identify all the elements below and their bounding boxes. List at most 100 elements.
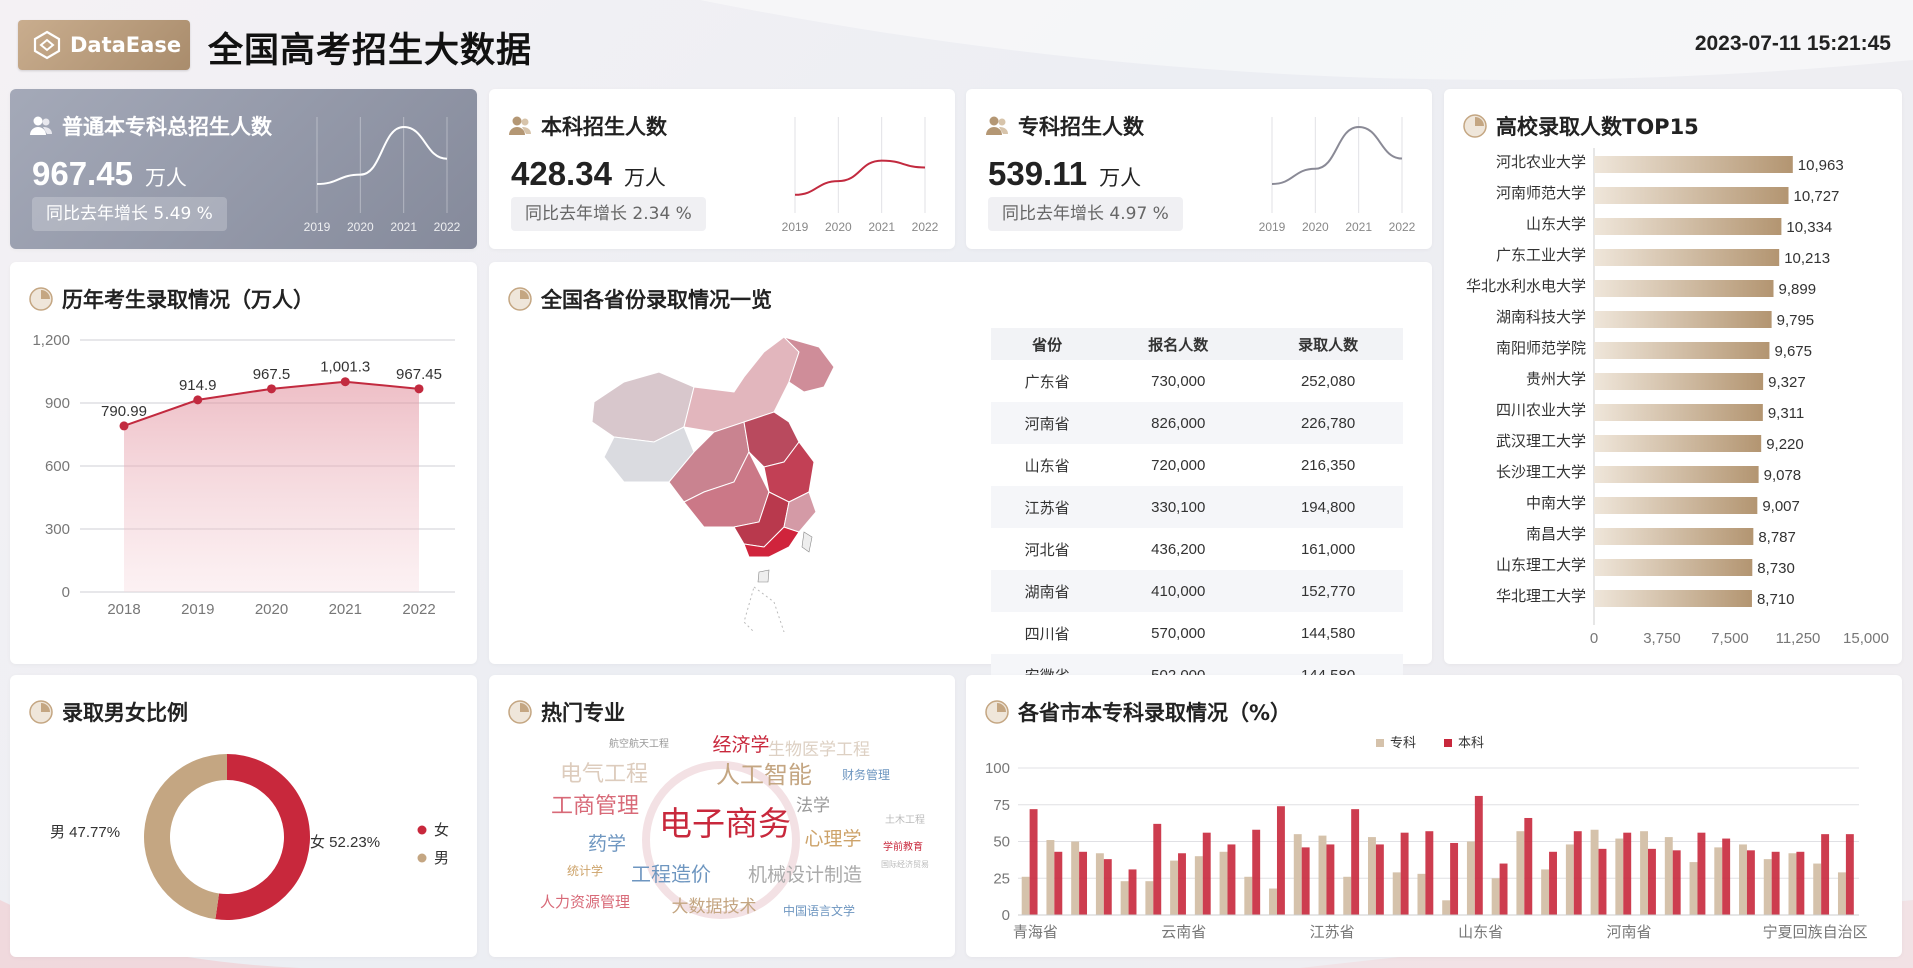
word: 电气工程	[560, 761, 648, 786]
category-label: 湖南科技大学	[1496, 309, 1586, 326]
bar	[1318, 835, 1327, 915]
logo-text: DataEase	[70, 33, 182, 57]
cell-applicants: 330,100	[1103, 486, 1254, 528]
col-header-applicants[interactable]: 报名人数	[1103, 328, 1254, 360]
bar	[1095, 853, 1104, 915]
year-label: 2022	[1389, 220, 1416, 234]
x-tick-label: 3,750	[1643, 630, 1681, 647]
bar	[1594, 497, 1758, 514]
bar	[1276, 806, 1285, 915]
cell-admitted: 216,350	[1300, 456, 1356, 474]
bar	[1689, 862, 1698, 915]
category-label: 河北农业大学	[1496, 154, 1586, 171]
word: 航空航天工程	[609, 737, 669, 750]
y-tick-label: 25	[993, 870, 1010, 887]
table-row[interactable]: 湖南省 410,000 152,770	[991, 570, 1403, 612]
bar	[1697, 832, 1706, 915]
word: 人力资源管理	[540, 894, 630, 911]
legend-label: 女	[434, 821, 449, 839]
kpi-card-undergrad[interactable]: 本科招生人数 428.34 万人 同比去年增长 2.34 % 2019 2020 20…	[489, 89, 955, 249]
bar	[1594, 249, 1780, 266]
kpi-card-total[interactable]: 普通本专科总招生人数 967.45 万人 同比去年增长 5.49 % 2019 20…	[10, 89, 477, 249]
x-tick-label: 2020	[255, 601, 288, 618]
china-map[interactable]	[584, 332, 884, 632]
bar	[1821, 834, 1830, 915]
table-row[interactable]: 河北省 436,200 161,000	[991, 528, 1403, 570]
x-tick-label: 山东省	[1458, 924, 1503, 941]
kpi-yoy-badge: 同比去年增长 5.49 %	[32, 197, 227, 231]
top15-bar-chart: 河北农业大学 10,963 河南师范大学 10,727 山东大学 10,334 广东工业大学…	[1466, 148, 1889, 647]
year-label: 2019	[304, 220, 331, 234]
card-title: 热门专业	[507, 697, 625, 727]
bar	[1153, 823, 1162, 915]
province-ratio-card: 各省市本专科录取情况（%） 0 25 50 75 100 青海省 云南省 江苏省 山东省 河南省 宁…	[966, 675, 1902, 957]
category-label: 华北水利水电大学	[1466, 278, 1586, 295]
table-row[interactable]: 江苏省 330,100 194,800	[991, 486, 1403, 528]
category-label: 中南大学	[1526, 495, 1586, 512]
data-label: 8,730	[1757, 560, 1795, 577]
cell-applicants: 720,000	[1151, 456, 1206, 474]
kpi-value: 967.45 万人	[32, 155, 187, 192]
category-label: 广东工业大学	[1496, 247, 1586, 264]
col-header-province[interactable]: 省份	[991, 328, 1104, 360]
bar	[1368, 837, 1376, 915]
word: 工程造价	[631, 863, 711, 886]
category-label: 长沙理工大学	[1496, 464, 1586, 481]
cell-province: 四川省	[1024, 625, 1070, 643]
word: 生物医学工程	[768, 740, 870, 759]
year-label: 2021	[390, 220, 417, 234]
bar	[1623, 832, 1632, 915]
bar	[1598, 848, 1607, 915]
cell-admitted: 226,780	[1253, 402, 1403, 444]
bar	[1672, 850, 1681, 915]
x-tick-label: 云南省	[1161, 924, 1206, 941]
bar	[1103, 859, 1112, 915]
table-row[interactable]: 广东省 730,000 252,080	[991, 360, 1403, 402]
word: 药学	[588, 833, 626, 855]
table-row[interactable]: 山东省 720,000 216,350	[991, 444, 1403, 486]
cell-province: 山东省	[1024, 457, 1070, 475]
year-label: 2020	[347, 220, 374, 234]
cloud-ring	[642, 761, 800, 919]
bar	[1594, 435, 1762, 452]
male-label: 男 47.77%	[50, 824, 120, 841]
wordcloud-card: 热门专业 电子商务 人工智能 经济学 工商管理 电气工程 生物医学工程 法学 药学 心理学 工程造…	[489, 675, 955, 957]
bar	[1640, 831, 1649, 915]
bar	[1375, 844, 1384, 915]
kpi-title: 专科招生人数	[984, 111, 1144, 141]
bar	[1771, 851, 1780, 915]
kpi-card-junior[interactable]: 专科招生人数 539.11 万人 同比去年增长 4.97 % 2019 2020 20…	[966, 89, 1432, 249]
card-title: 全国各省份录取情况一览	[507, 284, 772, 314]
x-tick-label: 2018	[107, 601, 140, 618]
table-row[interactable]: 河南省 826,000 226,780	[991, 402, 1403, 444]
bar	[1301, 847, 1310, 915]
table-row[interactable]: 四川省 570,000 144,580	[991, 612, 1403, 654]
data-label: 9,078	[1764, 467, 1802, 484]
bar	[1746, 850, 1755, 915]
data-point	[414, 384, 424, 394]
word: 人工智能	[716, 762, 812, 789]
data-label: 9,311	[1768, 405, 1804, 422]
y-tick-label: 600	[45, 458, 70, 475]
bar	[1392, 872, 1401, 915]
bar	[1594, 342, 1770, 359]
cell-applicants: 436,200	[1151, 540, 1206, 558]
bar	[1788, 853, 1797, 915]
data-point	[267, 384, 276, 394]
trend-line	[1271, 125, 1403, 185]
category-label: 南阳师范学院	[1496, 339, 1586, 357]
bar	[1516, 831, 1525, 915]
bar	[1120, 881, 1129, 915]
dataease-logo[interactable]: DataEase	[18, 20, 190, 70]
bar	[1813, 863, 1822, 915]
category-label: 武汉理工大学	[1496, 433, 1586, 450]
kpi-title: 本科招生人数	[507, 111, 667, 141]
bar	[1594, 590, 1752, 607]
bar	[1474, 795, 1483, 915]
users-icon	[509, 116, 531, 135]
bar	[1128, 869, 1137, 915]
kpi-value: 428.34 万人	[511, 155, 666, 192]
data-label: 9,899	[1779, 281, 1817, 298]
col-header-admitted[interactable]: 录取人数	[1253, 328, 1403, 360]
bar	[1170, 860, 1179, 915]
